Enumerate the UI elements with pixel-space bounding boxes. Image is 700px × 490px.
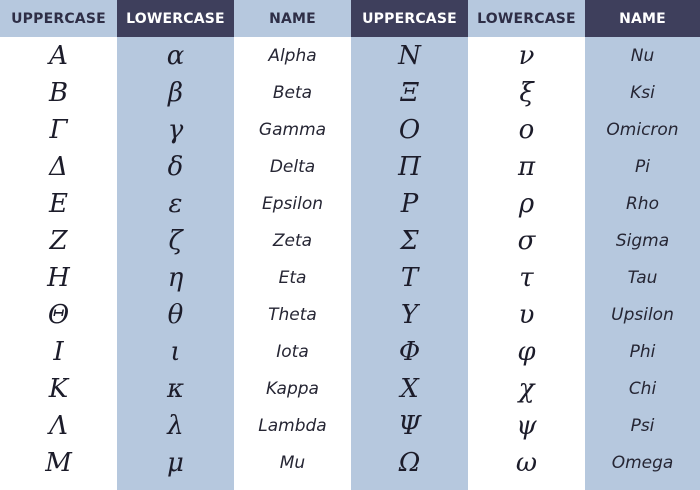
left-uppercase-letter: Γ bbox=[49, 114, 68, 145]
left-lowercase-letter: β bbox=[117, 74, 234, 111]
left-uppercase-letter: Ε bbox=[49, 188, 68, 219]
left-lowercase-letter: λ bbox=[117, 407, 234, 444]
left-letter-name: Kappa bbox=[266, 378, 319, 399]
right-lowercase-letter: φ bbox=[517, 336, 536, 367]
left-uppercase-letter: Α bbox=[49, 40, 68, 71]
column-band-bottom bbox=[585, 481, 700, 490]
left-uppercase-letter: Κ bbox=[48, 373, 69, 404]
right-letter-name: Rho bbox=[585, 185, 700, 222]
header-uppercase-right: UPPERCASE bbox=[351, 0, 468, 37]
column-band-bottom bbox=[351, 481, 468, 490]
left-uppercase-letter: Ι bbox=[53, 336, 64, 367]
left-letter-name: Iota bbox=[276, 341, 309, 362]
right-letter-name: Omega bbox=[585, 444, 700, 481]
left-lowercase-letter: δ bbox=[117, 148, 234, 185]
right-letter-name: Upsilon bbox=[585, 296, 700, 333]
header-name-right: NAME bbox=[585, 0, 700, 37]
right-lowercase-letter: ψ bbox=[516, 410, 537, 441]
left-lowercase-letter: γ bbox=[117, 111, 234, 148]
right-letter-name: Nu bbox=[585, 37, 700, 74]
right-uppercase-letter: Υ bbox=[351, 296, 468, 333]
right-uppercase-letter: Ο bbox=[351, 111, 468, 148]
left-lowercase-letter: η bbox=[117, 259, 234, 296]
left-uppercase-letter: Μ bbox=[45, 447, 72, 478]
left-lowercase-letter: ζ bbox=[117, 222, 234, 259]
right-letter-name: Chi bbox=[585, 370, 700, 407]
right-lowercase-letter: ρ bbox=[518, 188, 535, 219]
left-letter-name: Zeta bbox=[272, 230, 313, 251]
right-uppercase-letter: Ρ bbox=[351, 185, 468, 222]
right-lowercase-letter: σ bbox=[517, 225, 536, 256]
right-uppercase-letter: Ω bbox=[351, 444, 468, 481]
left-lowercase-letter: κ bbox=[117, 370, 234, 407]
right-lowercase-letter: π bbox=[517, 151, 536, 182]
left-uppercase-letter: Η bbox=[47, 262, 70, 293]
column-band-bottom bbox=[117, 481, 234, 490]
left-letter-name: Gamma bbox=[258, 119, 327, 140]
left-letter-name: Eta bbox=[278, 267, 307, 288]
header-name-left: NAME bbox=[234, 0, 351, 37]
right-lowercase-letter: χ bbox=[518, 373, 535, 404]
left-letter-name: Theta bbox=[268, 304, 317, 325]
left-uppercase-letter: Λ bbox=[49, 410, 68, 441]
header-lowercase-right: LOWERCASE bbox=[468, 0, 585, 37]
left-uppercase-letter: Β bbox=[48, 77, 69, 108]
left-letter-name: Epsilon bbox=[261, 193, 323, 214]
left-lowercase-letter: θ bbox=[117, 296, 234, 333]
right-letter-name: Omicron bbox=[585, 111, 700, 148]
left-lowercase-letter: ε bbox=[117, 185, 234, 222]
right-letter-name: Tau bbox=[585, 259, 700, 296]
right-uppercase-letter: Τ bbox=[351, 259, 468, 296]
left-letter-name: Lambda bbox=[258, 415, 327, 436]
right-uppercase-letter: Π bbox=[351, 148, 468, 185]
header-lowercase-left: LOWERCASE bbox=[117, 0, 234, 37]
left-lowercase-letter: α bbox=[117, 37, 234, 74]
right-lowercase-letter: υ bbox=[518, 299, 535, 330]
right-uppercase-letter: Σ bbox=[351, 222, 468, 259]
right-letter-name: Pi bbox=[585, 148, 700, 185]
left-uppercase-letter: Δ bbox=[49, 151, 68, 182]
left-letter-name: Delta bbox=[269, 156, 316, 177]
left-letter-name: Beta bbox=[272, 82, 313, 103]
left-letter-name: Mu bbox=[279, 452, 306, 473]
right-lowercase-letter: ο bbox=[518, 114, 535, 145]
right-uppercase-letter: Φ bbox=[351, 333, 468, 370]
right-uppercase-letter: Ψ bbox=[351, 407, 468, 444]
right-lowercase-letter: ω bbox=[515, 447, 538, 478]
left-letter-name: Alpha bbox=[268, 45, 317, 66]
left-lowercase-letter: μ bbox=[117, 444, 234, 481]
right-lowercase-letter: τ bbox=[519, 262, 534, 293]
right-letter-name: Ksi bbox=[585, 74, 700, 111]
right-lowercase-letter: ν bbox=[518, 40, 535, 71]
right-uppercase-letter: Χ bbox=[351, 370, 468, 407]
left-uppercase-letter: Θ bbox=[47, 299, 70, 330]
right-letter-name: Sigma bbox=[585, 222, 700, 259]
right-letter-name: Phi bbox=[585, 333, 700, 370]
right-uppercase-letter: Ξ bbox=[351, 74, 468, 111]
left-lowercase-letter: ι bbox=[117, 333, 234, 370]
left-uppercase-letter: Ζ bbox=[49, 225, 68, 256]
right-lowercase-letter: ξ bbox=[519, 77, 534, 108]
right-letter-name: Psi bbox=[585, 407, 700, 444]
right-uppercase-letter: Ν bbox=[351, 37, 468, 74]
header-uppercase-left: UPPERCASE bbox=[0, 0, 117, 37]
